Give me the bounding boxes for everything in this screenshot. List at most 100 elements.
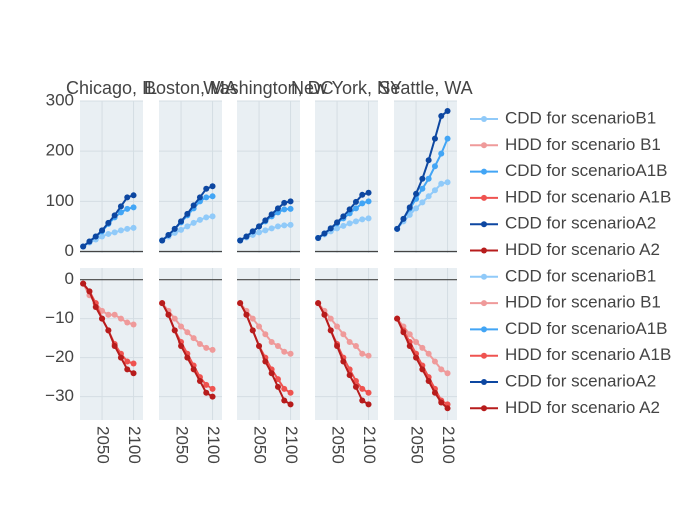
data-point-hdd-b1	[190, 335, 197, 342]
data-point-hdd-b1	[365, 352, 372, 359]
data-point-cdd-b1	[262, 227, 269, 234]
legend-item: HDD for scenario B1	[470, 135, 661, 154]
data-point-hdd-a2	[249, 327, 256, 334]
data-point-hdd-b1	[425, 350, 432, 357]
data-point-cdd-b1	[444, 179, 451, 186]
data-point-cdd-a1b	[287, 205, 294, 212]
data-point-hdd-b1	[406, 331, 413, 338]
data-point-cdd-a2	[274, 205, 281, 212]
data-point-hdd-b1	[346, 339, 353, 346]
data-point-hdd-a2	[281, 397, 288, 404]
data-point-cdd-a2	[117, 203, 124, 210]
legend-item: HDD for scenario A1B	[470, 345, 671, 364]
data-point-hdd-b1	[352, 342, 359, 349]
y-tick-label: −10	[45, 308, 74, 327]
data-point-hdd-a1b	[209, 385, 216, 392]
panel-cdd-chicago-il	[80, 100, 143, 253]
data-point-hdd-a2	[196, 378, 203, 385]
data-point-cdd-b1	[359, 216, 366, 223]
x-tick-label: 2100	[360, 426, 379, 464]
data-point-cdd-b1	[124, 225, 131, 232]
legend-swatch-marker	[481, 300, 487, 307]
legend-label: HDD for scenario A2	[505, 398, 660, 417]
data-point-hdd-a1b	[130, 360, 137, 367]
data-point-cdd-a2	[406, 204, 413, 211]
data-point-cdd-a2	[431, 135, 438, 142]
data-point-hdd-b1	[274, 342, 281, 349]
legend-item: HDD for scenario A2	[470, 240, 660, 259]
legend-label: CDD for scenarioB1	[505, 266, 656, 285]
data-point-cdd-a2	[438, 113, 445, 120]
data-point-cdd-a1b	[438, 150, 445, 157]
x-tick-label: 2100	[439, 426, 458, 464]
data-point-cdd-a2	[159, 237, 166, 244]
data-point-cdd-a2	[130, 192, 137, 199]
data-point-cdd-a2	[394, 225, 401, 232]
panel-background	[394, 101, 457, 253]
data-point-cdd-a2	[178, 218, 185, 225]
data-point-hdd-a2	[438, 399, 445, 406]
data-point-cdd-b1	[334, 225, 341, 232]
legend-label: HDD for scenario A1B	[505, 345, 671, 364]
data-point-cdd-a2	[80, 243, 87, 250]
data-point-cdd-a2	[365, 189, 372, 196]
data-point-hdd-a2	[92, 303, 99, 310]
panel-cdd-seattle-wa	[394, 100, 457, 253]
data-point-hdd-b1	[334, 323, 341, 330]
data-point-cdd-a2	[256, 223, 263, 230]
data-point-cdd-b1	[178, 226, 185, 233]
data-point-hdd-a2	[327, 327, 334, 334]
data-point-hdd-b1	[281, 348, 288, 355]
data-point-hdd-a2	[413, 354, 420, 361]
data-point-cdd-a2	[425, 157, 432, 164]
data-point-cdd-b1	[340, 222, 347, 229]
data-point-cdd-a2	[359, 191, 366, 198]
data-point-cdd-a1b	[130, 204, 137, 211]
x-tick-label: 2100	[204, 426, 223, 464]
data-point-cdd-a2	[249, 228, 256, 235]
data-point-hdd-a2	[394, 315, 401, 322]
data-point-hdd-a2	[190, 366, 197, 373]
panel-hdd-boston-ma	[159, 268, 222, 420]
data-point-cdd-b1	[438, 180, 445, 187]
data-point-cdd-b1	[419, 199, 426, 206]
data-point-hdd-b1	[327, 315, 334, 322]
data-point-hdd-a2	[274, 383, 281, 390]
panel-hdd-seattle-wa	[394, 268, 457, 420]
data-point-hdd-a2	[419, 366, 426, 373]
data-point-cdd-b1	[203, 214, 210, 221]
x-tick-label: 2050	[329, 426, 348, 464]
data-point-cdd-b1	[274, 223, 281, 230]
panel-cdd-boston-ma	[159, 100, 222, 253]
data-point-cdd-a1b	[209, 193, 216, 200]
data-point-cdd-a1b	[117, 209, 124, 216]
data-point-cdd-a2	[124, 194, 131, 201]
data-point-cdd-b1	[365, 215, 372, 222]
panel-background	[159, 101, 222, 253]
data-point-cdd-b1	[196, 216, 203, 223]
data-point-hdd-a1b	[281, 385, 288, 392]
data-point-hdd-a2	[340, 358, 347, 365]
data-point-cdd-a2	[281, 199, 288, 206]
data-point-cdd-a2	[340, 213, 347, 220]
data-point-cdd-b1	[117, 227, 124, 234]
data-point-hdd-a1b	[203, 381, 210, 388]
data-point-hdd-a1b	[359, 385, 366, 392]
data-point-hdd-b1	[268, 339, 275, 346]
legend-swatch-marker	[481, 326, 487, 333]
data-point-hdd-b1	[184, 329, 191, 336]
data-point-hdd-b1	[438, 366, 445, 373]
data-point-hdd-a1b	[365, 389, 372, 396]
x-tick-label: 2050	[173, 426, 192, 464]
data-point-hdd-b1	[196, 341, 203, 347]
data-point-hdd-b1	[171, 315, 178, 322]
data-point-cdd-b1	[413, 205, 420, 212]
data-point-cdd-b1	[190, 219, 197, 226]
data-point-cdd-b1	[209, 213, 216, 220]
data-point-hdd-a2	[111, 342, 118, 349]
legend-item: HDD for scenario B1	[470, 293, 661, 312]
data-point-hdd-a2	[352, 383, 359, 390]
legend-swatch-marker	[481, 194, 487, 201]
data-point-cdd-a2	[86, 238, 93, 245]
